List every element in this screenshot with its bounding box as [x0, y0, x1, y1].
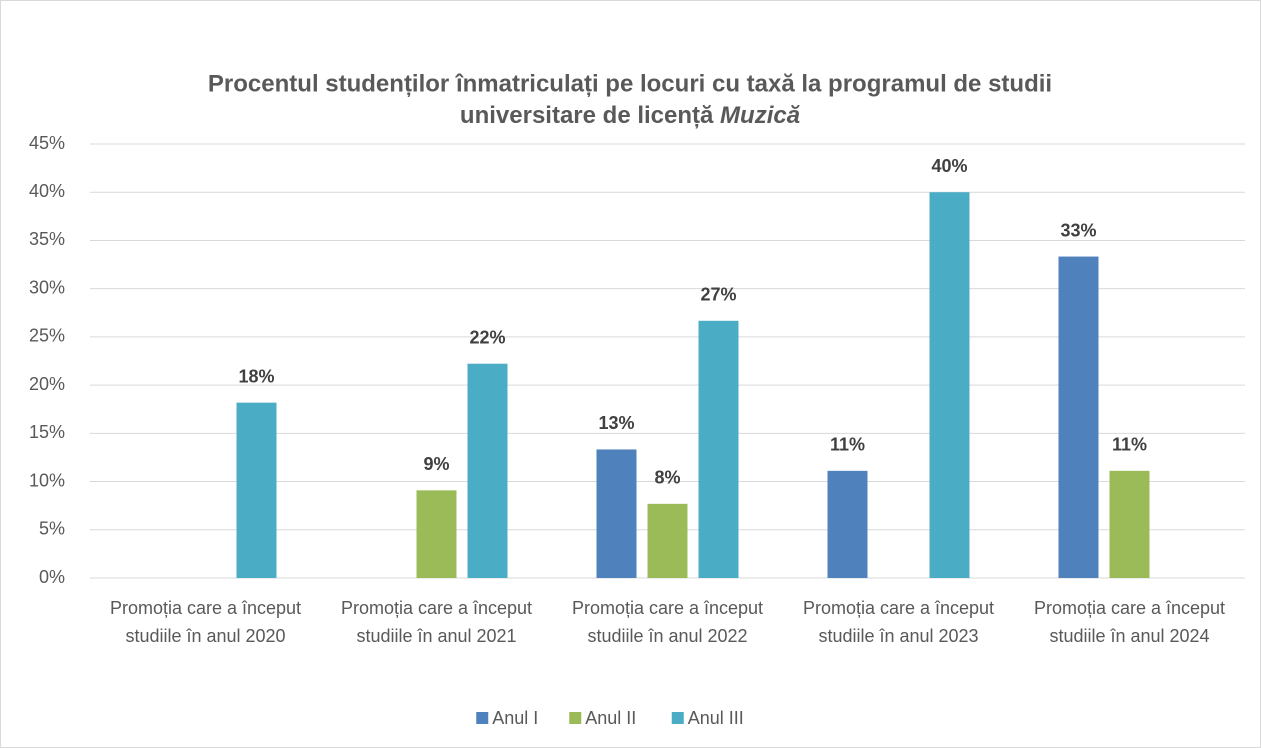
legend-swatch [671, 712, 684, 724]
x-tick-label: Promoția care a început studiile în anul… [109, 598, 302, 646]
bar [698, 320, 739, 578]
data-label: 33% [1060, 220, 1096, 240]
y-tick-label: 20% [29, 374, 65, 394]
y-tick-label: 25% [29, 326, 65, 346]
data-label: 13% [598, 413, 634, 433]
y-tick-label: 40% [29, 181, 65, 201]
chart-title: universitare de licență Muzică [460, 102, 800, 129]
x-tick-label: Promoția care a început studiile în anul… [1033, 598, 1226, 646]
bar [467, 363, 508, 578]
bar [1109, 470, 1150, 578]
bar [1058, 256, 1099, 578]
x-tick-label: Promoția care a început studiile în anul… [571, 598, 764, 646]
legend-label: Anul I [492, 708, 538, 728]
bar [236, 402, 277, 578]
y-tick-label: 15% [29, 422, 65, 442]
data-label: 8% [654, 468, 680, 488]
x-tick-label: Promoția care a început studiile în anul… [340, 598, 533, 646]
data-label: 27% [700, 285, 736, 305]
data-label: 11% [1112, 435, 1147, 455]
bar [929, 192, 970, 578]
bar [647, 503, 688, 578]
data-label: 18% [238, 366, 274, 386]
data-label: 9% [423, 454, 449, 474]
data-label: 40% [931, 156, 967, 176]
y-tick-label: 35% [29, 229, 65, 249]
chart-title-part: Muzică [720, 102, 800, 129]
chart-title-part: universitare de licență [460, 102, 714, 129]
legend-label: Anul II [585, 708, 636, 728]
legend-swatch [476, 712, 489, 724]
y-tick-label: 30% [29, 277, 65, 297]
bar [596, 449, 637, 578]
y-tick-label: 45% [29, 133, 65, 153]
x-tick-label: Promoția care a început studiile în anul… [802, 598, 995, 646]
y-tick-label: 5% [39, 519, 65, 539]
bar [827, 470, 868, 578]
legend-label: Anul III [688, 708, 744, 728]
y-tick-label: 10% [29, 470, 65, 490]
y-tick-label: 0% [39, 567, 65, 587]
data-label: 22% [469, 327, 505, 347]
bar [416, 490, 457, 578]
legend-swatch [569, 712, 582, 724]
data-label: 11% [830, 435, 865, 455]
chart-title: Procentul studenților înmatriculați pe l… [208, 70, 1052, 97]
